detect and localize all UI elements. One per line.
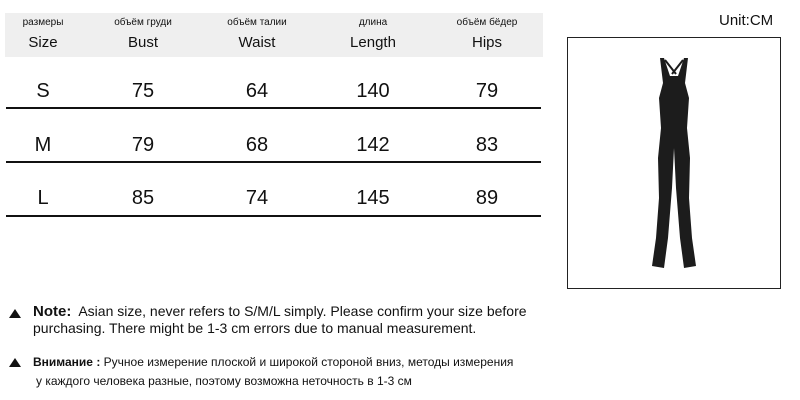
triangle-icon — [9, 309, 21, 318]
triangle-icon — [9, 358, 21, 367]
table-cell: 75 — [131, 80, 155, 102]
header-ru: размеры — [22, 17, 64, 28]
table-cell: 83 — [475, 134, 499, 156]
table-cell: 145 — [356, 187, 390, 209]
header-ru: объём талии — [227, 17, 287, 28]
note-ru: Внимание : Ручное измерение плоской и ши… — [10, 353, 513, 391]
header-en: Size — [28, 34, 58, 51]
product-image — [567, 37, 781, 289]
note-label: Note: — [33, 303, 72, 320]
table-cell: 68 — [245, 134, 269, 156]
note-line2: purchasing. There might be 1-3 cm errors… — [33, 320, 477, 336]
unit-label: Unit:CM — [719, 12, 774, 29]
table-cell: 64 — [245, 80, 269, 102]
header-en: Hips — [471, 34, 502, 51]
table-cell: 79 — [131, 134, 155, 156]
note-ru-line2: у каждого человека разные, поэтому возмо… — [36, 374, 412, 388]
table-cell: 142 — [356, 134, 390, 156]
table-header — [5, 13, 543, 57]
row-divider — [6, 107, 541, 109]
header-ru: объём груди — [114, 17, 172, 28]
table-cell: 89 — [475, 187, 499, 209]
table-cell: 85 — [131, 187, 155, 209]
table-cell: M — [34, 134, 52, 156]
header-ru: длина — [358, 17, 388, 28]
row-divider — [6, 215, 541, 217]
table-cell: 74 — [245, 187, 269, 209]
table-cell: L — [37, 187, 49, 209]
note-ru-line1: Ручное измерение плоской и широкой сторо… — [103, 355, 514, 369]
note-line1: Asian size, never refers to S/M/L simply… — [78, 303, 527, 319]
table-cell: S — [36, 80, 50, 102]
header-ru: объём бёдер — [456, 17, 518, 28]
note-en: Note: Asian size, never refers to S/M/L … — [10, 303, 527, 337]
note-ru-label: Внимание : — [33, 355, 101, 369]
table-cell: 79 — [475, 80, 499, 102]
jumpsuit-icon — [652, 58, 696, 268]
header-en: Bust — [127, 34, 158, 51]
table-cell: 140 — [356, 80, 390, 102]
header-en: Length — [350, 34, 396, 51]
row-divider — [6, 161, 541, 163]
header-en: Waist — [238, 34, 276, 51]
